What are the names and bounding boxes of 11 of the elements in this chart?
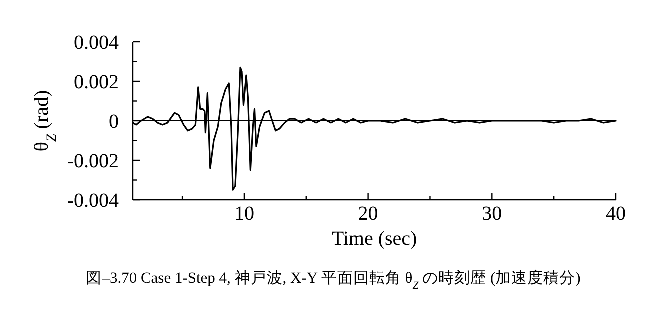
y-tick-label: -0.002 bbox=[67, 150, 119, 172]
y-tick-label: -0.004 bbox=[67, 190, 119, 212]
y-tick-label: 0 bbox=[109, 111, 119, 133]
y-tick-label: 0.004 bbox=[74, 32, 119, 54]
x-tick-label: 20 bbox=[358, 203, 378, 225]
x-tick-label: 30 bbox=[482, 203, 502, 225]
x-tick-label: 10 bbox=[234, 203, 254, 225]
y-tick-label: 0.002 bbox=[74, 72, 119, 94]
x-tick-label: 40 bbox=[606, 203, 626, 225]
text: 図–3.70 Case 1-Step 4, 神戸波, X-Y 平面回転角 θ$_{Z}$ の時刻歴 (加速度積分) bbox=[86, 269, 581, 292]
x-axis-title: Time (sec) bbox=[332, 228, 418, 250]
